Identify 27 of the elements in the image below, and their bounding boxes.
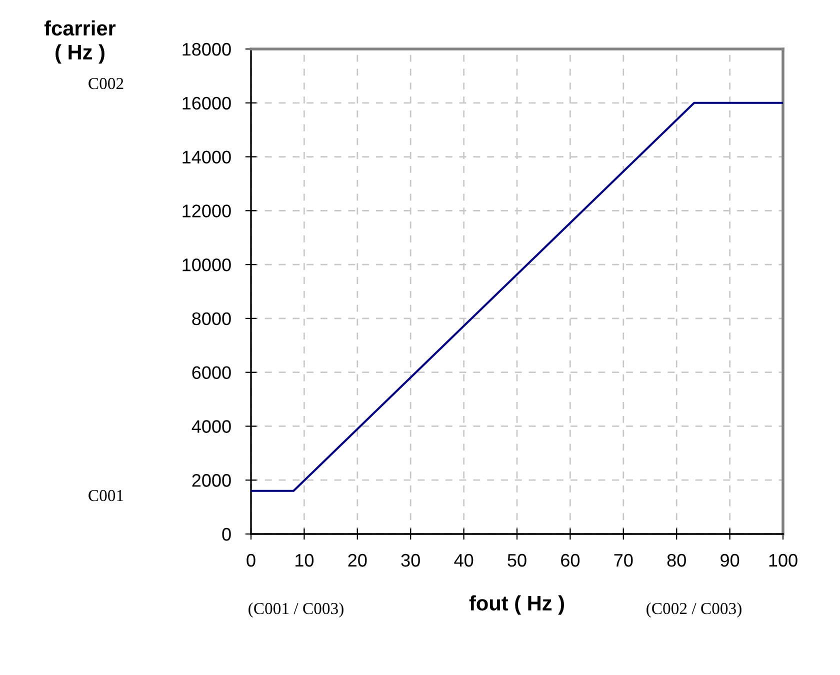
- y-axis-title: fcarrier ( Hz ): [44, 20, 116, 64]
- x-tick-label: 100: [769, 554, 798, 567]
- x-tick-label: 70: [614, 554, 633, 567]
- y-tick-label: 2000: [192, 474, 231, 487]
- x-tick-label: 30: [401, 554, 420, 567]
- text: C002: [88, 78, 124, 90]
- text: (C001 / C003): [248, 602, 344, 618]
- x-tick-label: 80: [667, 554, 686, 567]
- x-tick-label: 10: [296, 554, 314, 567]
- x-tick-label: 20: [348, 554, 367, 567]
- x-tick-label: 0: [246, 554, 256, 567]
- x-tick-label: 40: [454, 554, 474, 567]
- y-tick-label: 12000: [182, 204, 231, 218]
- y-tick-label: 18000: [182, 42, 231, 56]
- y-tick-label: 10000: [182, 258, 231, 272]
- x-axis-title: fout ( Hz ): [469, 595, 564, 615]
- text: (C002 / C003): [646, 602, 742, 618]
- x-tick-label: 60: [561, 554, 580, 567]
- x-tick-label: 50: [508, 554, 526, 567]
- text: C001: [88, 490, 124, 502]
- y-tick-label: 16000: [182, 96, 231, 110]
- y-tick-label: 8000: [192, 312, 231, 326]
- y-tick-label: 6000: [192, 366, 231, 380]
- y-tick-label: 14000: [182, 150, 231, 164]
- y-tick-label: 4000: [192, 420, 231, 433]
- y-tick-label: 0: [222, 528, 231, 541]
- x-tick-label: 90: [720, 554, 740, 567]
